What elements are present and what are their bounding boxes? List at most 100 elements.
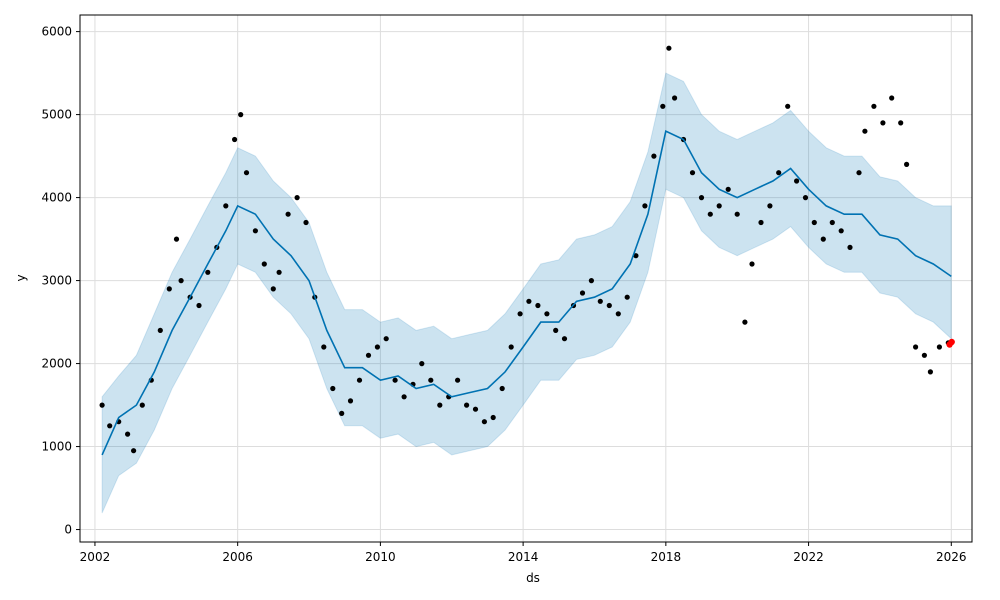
x-tick-label: 2018 — [651, 550, 682, 564]
observed-point — [689, 170, 696, 176]
y-axis-ticks: 0 1000 2000 3000 4000 5000 6000 — [41, 25, 80, 537]
observed-point — [99, 402, 105, 408]
observed-point — [196, 302, 202, 309]
observed-point — [419, 361, 425, 367]
observed-point — [374, 344, 380, 350]
observed-point — [365, 352, 372, 358]
observed-point — [615, 311, 621, 317]
observed-point — [561, 336, 568, 342]
x-tick-label: 2002 — [80, 550, 111, 564]
observed-point — [125, 431, 131, 437]
uncertainty-band — [101, 72, 952, 514]
x-tick-label: 2026 — [936, 550, 967, 564]
y-tick-label: 3000 — [41, 274, 72, 288]
y-axis-label: y — [14, 274, 28, 281]
observed-point — [339, 410, 345, 416]
observed-point — [802, 195, 809, 201]
highlight-points-group — [946, 338, 955, 348]
observed-point — [490, 414, 496, 421]
grid — [80, 15, 972, 542]
observed-point — [464, 402, 470, 408]
observed-point — [428, 377, 434, 383]
observed-point — [472, 406, 479, 412]
observed-point — [205, 269, 211, 275]
observed-point — [811, 219, 817, 226]
observed-point — [871, 103, 877, 109]
y-tick-label: 0 — [64, 523, 72, 537]
observed-point — [898, 120, 904, 126]
observed-point — [383, 336, 389, 342]
observed-point — [734, 211, 740, 217]
observed-point — [276, 269, 282, 275]
observed-points-group — [99, 45, 951, 454]
observed-point — [698, 195, 705, 201]
observed-point — [347, 398, 354, 404]
observed-point — [742, 319, 748, 325]
observed-point — [252, 228, 258, 234]
observed-point — [401, 394, 407, 400]
observed-point — [936, 344, 943, 350]
x-tick-label: 2014 — [508, 550, 539, 564]
observed-point — [794, 178, 800, 184]
observed-point — [624, 294, 630, 300]
observed-point — [862, 128, 868, 134]
y-tick-label: 6000 — [41, 25, 72, 39]
observed-point — [330, 385, 336, 392]
observed-point — [666, 45, 672, 51]
observed-point — [847, 244, 853, 250]
observed-point — [455, 377, 461, 383]
observed-point — [437, 402, 443, 408]
observed-point — [131, 448, 137, 454]
observed-point — [588, 278, 595, 284]
observed-point — [526, 298, 532, 304]
x-axis-ticks: 2002 2006 2010 2014 2018 2022 2026 — [80, 542, 967, 564]
observed-point — [633, 253, 639, 259]
observed-point — [321, 344, 327, 350]
observed-point — [829, 219, 835, 226]
observed-point — [707, 211, 713, 217]
x-tick-label: 2010 — [365, 550, 396, 564]
observed-point — [303, 219, 309, 226]
observed-point — [725, 186, 731, 192]
observed-point — [223, 203, 229, 209]
observed-point — [544, 311, 550, 317]
observed-point — [508, 344, 514, 350]
observed-point — [776, 170, 782, 176]
observed-point — [856, 170, 862, 176]
observed-point — [285, 211, 291, 217]
x-axis-label: ds — [526, 571, 540, 585]
observed-point — [913, 344, 919, 350]
observed-point — [716, 203, 722, 209]
observed-point — [178, 278, 184, 284]
x-tick-label: 2022 — [793, 550, 824, 564]
y-tick-label: 5000 — [41, 108, 72, 122]
observed-point — [597, 298, 603, 304]
observed-point — [499, 385, 505, 392]
observed-point — [166, 286, 172, 292]
observed-point — [139, 402, 145, 408]
observed-point — [107, 423, 113, 429]
y-tick-label: 4000 — [41, 191, 72, 205]
observed-point — [238, 112, 244, 118]
observed-point — [642, 203, 648, 209]
observed-point — [553, 327, 559, 333]
observed-point — [749, 261, 755, 267]
plot-frame-bg — [80, 15, 972, 542]
observed-point — [921, 352, 928, 358]
observed-point — [785, 103, 791, 109]
observed-point — [758, 219, 764, 226]
observed-point — [838, 228, 844, 234]
y-tick-label: 1000 — [41, 440, 72, 454]
observed-point — [606, 302, 612, 309]
highlight-point — [948, 338, 955, 346]
observed-point — [232, 136, 238, 143]
observed-point — [481, 419, 487, 425]
x-tick-label: 2006 — [222, 550, 253, 564]
observed-point — [173, 236, 180, 242]
plot-frame — [79, 14, 973, 543]
observed-point — [392, 377, 398, 383]
observed-point — [517, 311, 523, 317]
observed-point — [157, 327, 163, 333]
observed-point — [579, 290, 586, 296]
